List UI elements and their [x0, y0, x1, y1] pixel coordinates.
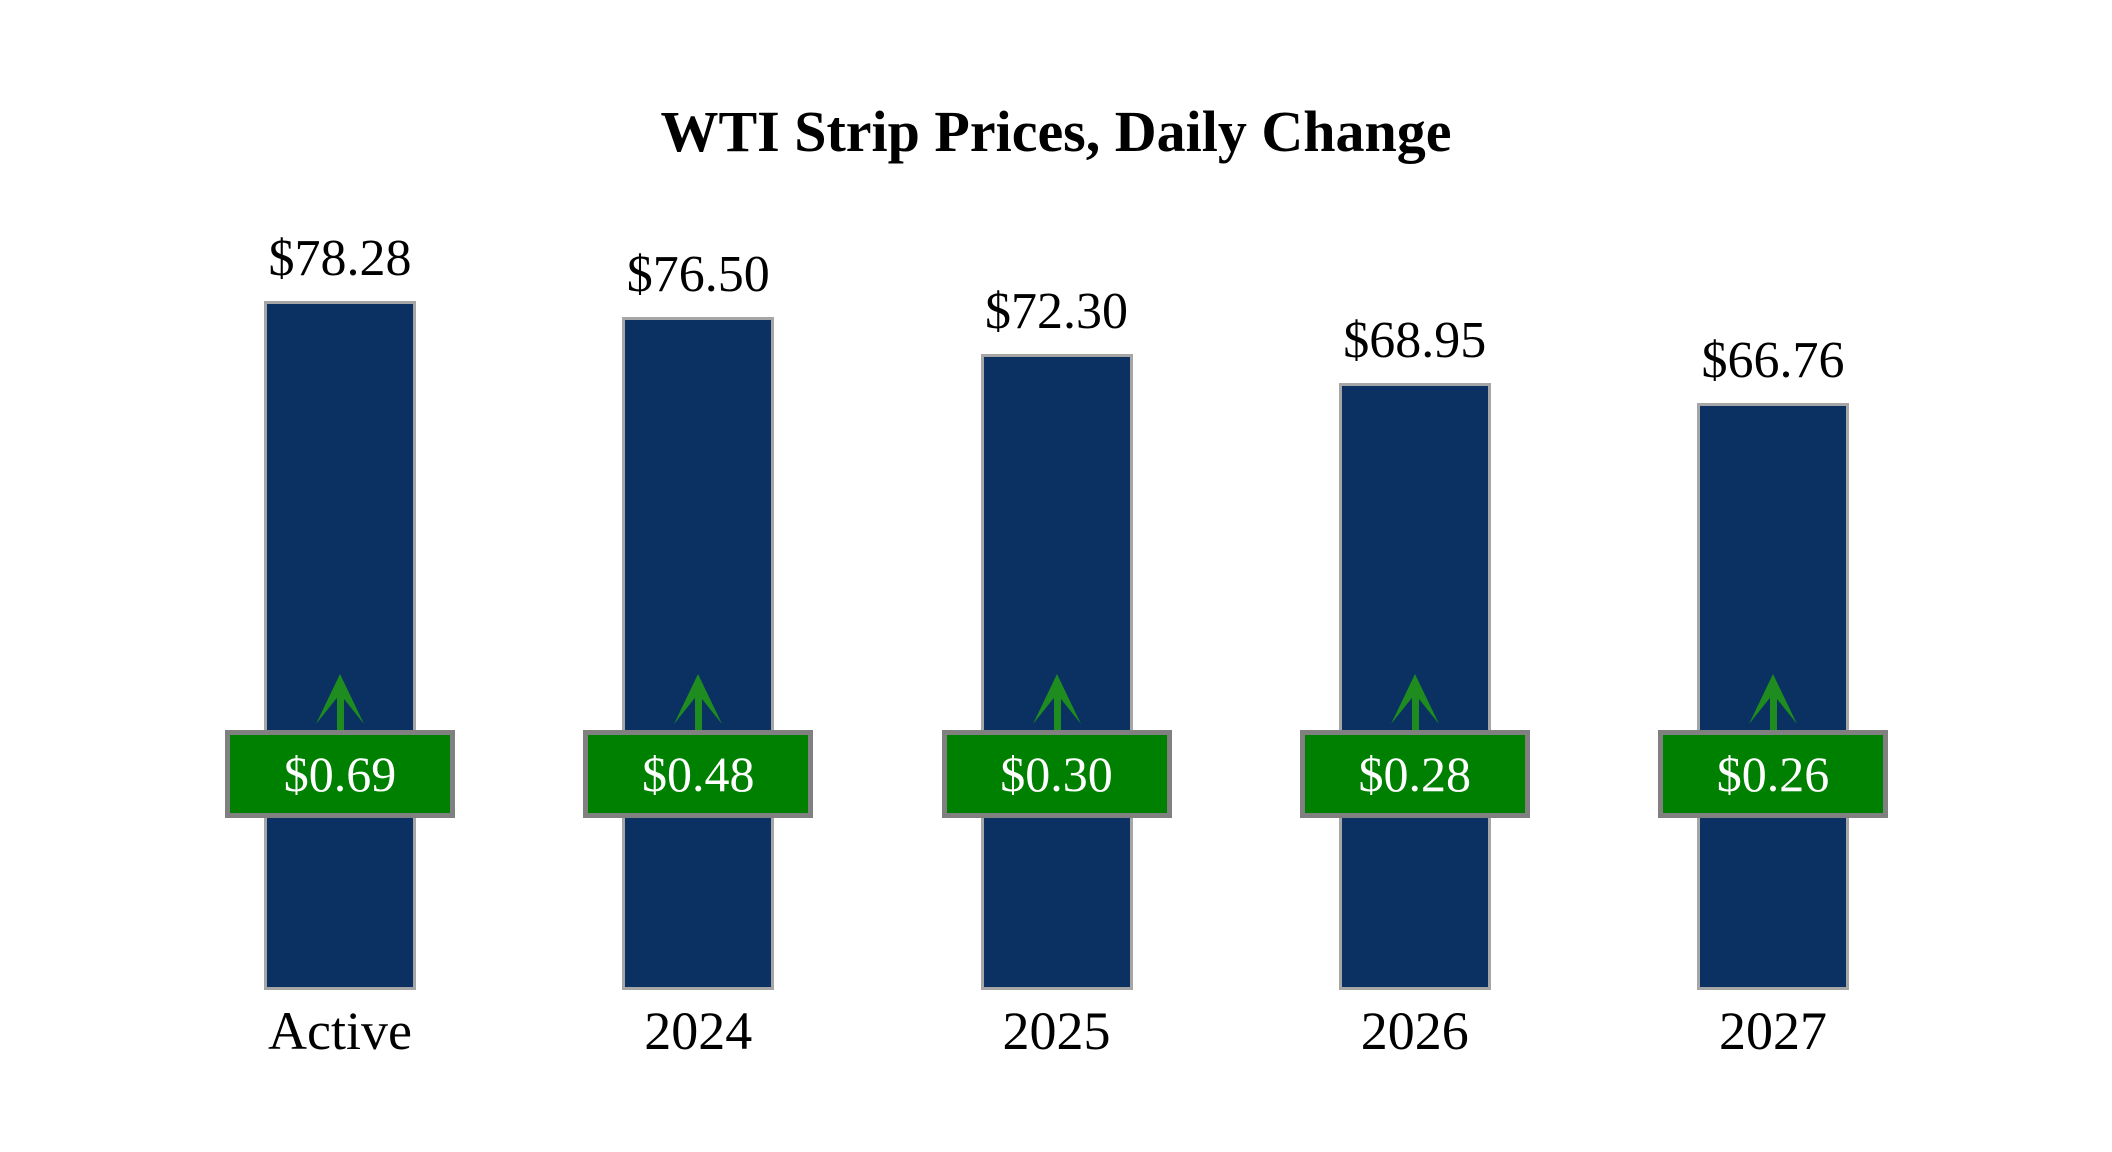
daily-change-badge: $0.69 [225, 730, 455, 818]
bar-group-2024: $76.50 $0.48 2024 [518, 0, 878, 1152]
daily-change-value: $0.30 [1000, 746, 1113, 802]
up-arrow-icon [1385, 674, 1445, 732]
daily-change-badge: $0.26 [1658, 730, 1888, 818]
bar-group-2026: $68.95 $0.28 2026 [1235, 0, 1595, 1152]
up-arrow-icon [1027, 674, 1087, 732]
category-label: 2024 [644, 1001, 753, 1061]
daily-change-badge: $0.48 [583, 730, 814, 818]
category-label: Active [268, 1001, 412, 1061]
strip-price-bar [622, 316, 775, 990]
daily-change-badge: $0.28 [1299, 730, 1530, 818]
price-label: $72.30 [985, 282, 1128, 340]
daily-change-value: $0.26 [1716, 746, 1830, 802]
daily-change-badge: $0.30 [941, 730, 1172, 818]
price-label: $66.76 [1701, 331, 1845, 389]
price-label: $76.50 [626, 245, 770, 303]
price-label: $68.95 [1343, 312, 1487, 370]
chart-title: WTI Strip Prices, Daily Change [660, 99, 1452, 164]
up-arrow-icon [1743, 674, 1803, 732]
strip-price-bar [980, 353, 1133, 990]
bar-group-active: $78.28 $0.69 Active [160, 0, 520, 1152]
price-label: $78.28 [268, 230, 412, 288]
strip-price-bar [264, 301, 416, 990]
daily-change-value: $0.48 [642, 746, 755, 802]
category-label: 2027 [1719, 1001, 1827, 1061]
category-label: 2025 [1002, 1001, 1111, 1061]
daily-change-value: $0.28 [1358, 746, 1472, 802]
category-label: 2026 [1360, 1001, 1469, 1061]
bar-group-2027: $66.76 $0.26 2027 [1593, 0, 1953, 1152]
daily-change-value: $0.69 [283, 746, 397, 802]
up-arrow-icon [668, 674, 728, 732]
bar-group-2025: $72.30 $0.30 2025 [877, 0, 1237, 1152]
up-arrow-icon [310, 674, 370, 732]
